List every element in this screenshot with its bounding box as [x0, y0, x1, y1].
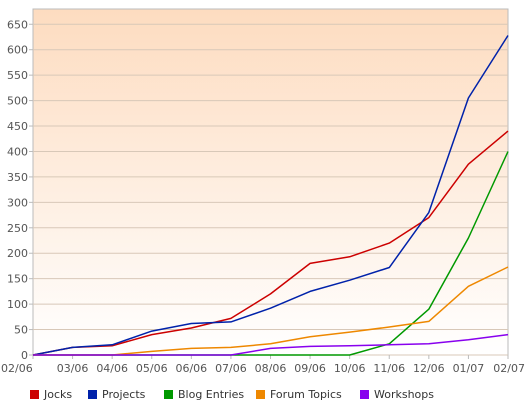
- legend-swatch: [30, 389, 39, 399]
- y-tick-label: 200: [7, 247, 28, 260]
- x-tick-label: 11/06: [373, 362, 405, 375]
- x-tick-label: 02/06: [1, 362, 33, 375]
- y-tick-label: 600: [7, 44, 28, 57]
- y-tick-label: 350: [7, 171, 28, 184]
- x-tick-label: 09/06: [294, 362, 326, 375]
- legend-item-workshops: Workshops: [360, 388, 440, 401]
- y-tick-label: 550: [7, 69, 28, 82]
- x-tick-label: 12/06: [413, 362, 445, 375]
- series-line-workshops: [33, 333, 509, 356]
- y-axis-ticks: 0 50 100 150 200 250 300 350 400 450 500 550 600 650: [7, 18, 33, 362]
- legend-swatch: [88, 389, 97, 399]
- series-line-jocks: [32, 130, 509, 356]
- gridlines: [33, 23, 508, 356]
- x-tick-label: 02/07: [493, 362, 525, 375]
- legend-swatch: [256, 389, 265, 399]
- y-tick-label: 0: [21, 349, 28, 362]
- legend-label: Forum Topics: [270, 387, 342, 401]
- legend-item-forum-topics: Forum Topics: [256, 388, 360, 401]
- line-chart-canvas: 050100150200250300350400450500550600650 …: [1, 8, 525, 375]
- legend-swatch: [360, 389, 369, 399]
- y-tick-label: 50: [14, 324, 28, 337]
- legend-item-blog-entries: Blog Entries: [164, 388, 256, 401]
- x-tick-label: 05/06: [136, 362, 168, 375]
- x-tick-label: 07/06: [215, 362, 247, 375]
- x-tick-label: 01/07: [453, 362, 485, 375]
- x-tick-label: 08/06: [255, 362, 287, 375]
- legend-label: Jocks: [44, 387, 73, 401]
- y-tick-label: 150: [7, 273, 28, 286]
- y-tick-label: 100: [7, 298, 28, 311]
- y-tick-label: 450: [7, 120, 28, 133]
- x-tick-label: 10/06: [334, 362, 366, 375]
- legend-swatch: [164, 389, 173, 399]
- x-tick-label: 04/06: [96, 362, 128, 375]
- x-tick-label: 03/06: [57, 362, 89, 375]
- series-line-projects: [32, 35, 509, 356]
- legend: Jocks Projects Blog Entries Forum Topics Wor…: [30, 386, 440, 402]
- y-tick-label: 300: [7, 196, 28, 209]
- y-tick-label: 250: [7, 222, 28, 235]
- y-tick-label: 500: [7, 95, 28, 108]
- series-lines: [32, 35, 509, 356]
- legend-label: Projects: [102, 387, 146, 401]
- legend-label: Workshops: [374, 387, 435, 401]
- y-tick-label: 400: [7, 145, 28, 158]
- plot-area: [32, 8, 509, 356]
- x-tick-label: 06/06: [175, 362, 207, 375]
- legend-label: Blog Entries: [178, 387, 245, 401]
- legend-item-jocks: Jocks: [30, 388, 88, 401]
- legend-item-projects: Projects: [88, 388, 164, 401]
- x-axis-ticks: 02/06 03/06 04/06 05/06 06/06 07/06 08/06 09/06…: [1, 355, 525, 375]
- y-tick-label: 650: [7, 18, 28, 31]
